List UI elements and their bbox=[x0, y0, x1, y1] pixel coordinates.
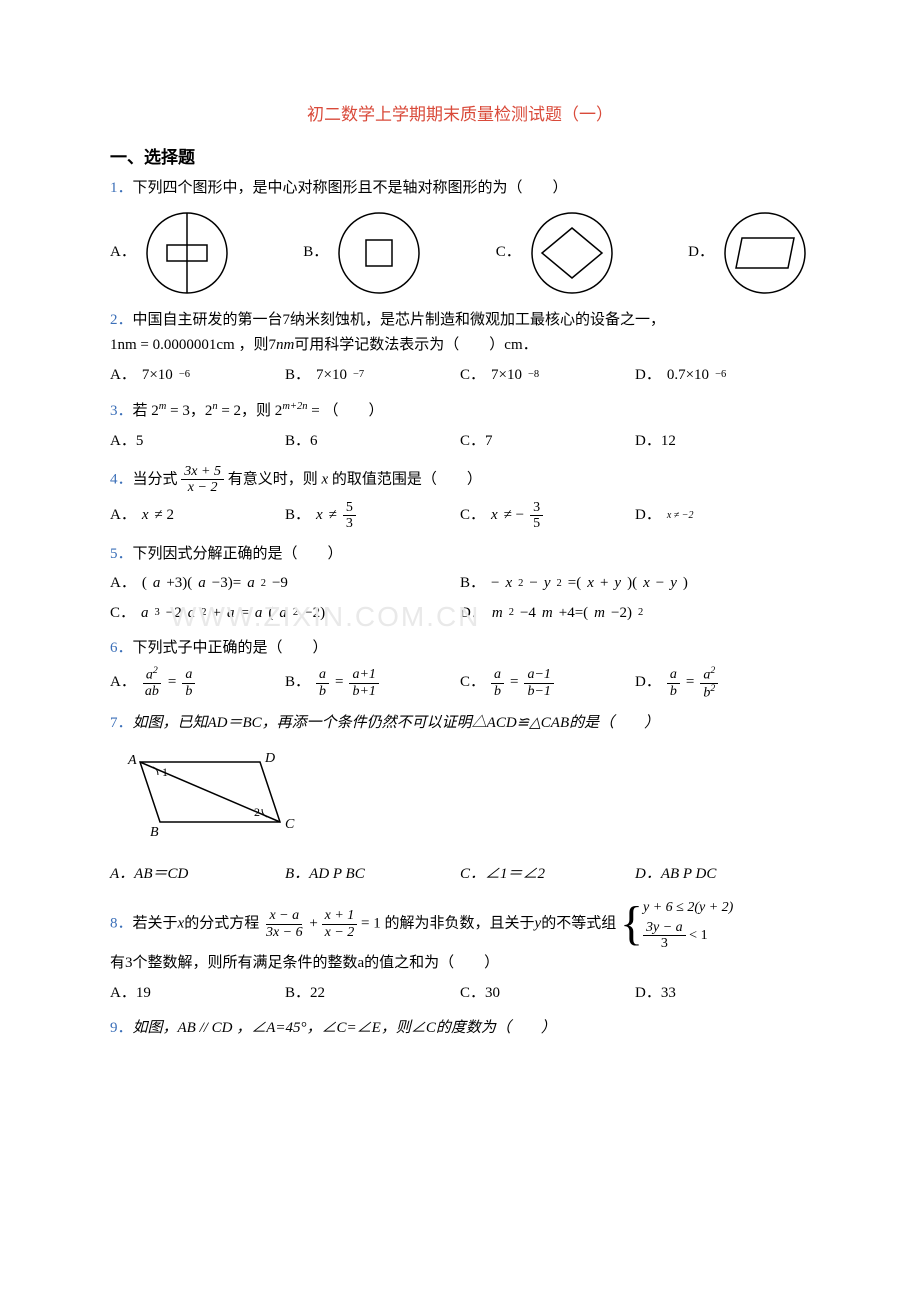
q4-opt-d: D．x ≠ −2 bbox=[635, 503, 810, 529]
q1-opt-b: B． bbox=[303, 208, 424, 298]
q2-opt-b: B．7×10−7 bbox=[285, 363, 460, 389]
q6-text: 下列式子中正确的是（ ） bbox=[133, 640, 328, 656]
q5-options-row2: C．a3−2a2+a=a(a2−2) D．m2−4m+4=(m−2)2 WWW.… bbox=[110, 601, 810, 627]
q7-opt-c: C．∠1＝∠2 bbox=[460, 862, 635, 888]
question-3: 3．若 2m = 3，2n = 2，则 2m+2n = （ ） A．5 B．6 … bbox=[110, 398, 810, 454]
q8-options: A．19 B．22 C．30 D．33 bbox=[110, 981, 810, 1007]
q6-opt-b: B．ab = a+1b+1 bbox=[285, 667, 460, 699]
q3-number: 3． bbox=[110, 403, 133, 419]
q2-line2-pre: 1nm = 0.0000001cm ，则7 bbox=[110, 337, 276, 353]
section-heading: 一、选择题 bbox=[110, 143, 810, 168]
q8-number: 8． bbox=[110, 916, 133, 932]
q8-line2: 有3个整数解，则所有满足条件的整数a的值之和为（ ） bbox=[110, 955, 499, 971]
q1-opt-d: D． bbox=[688, 208, 810, 298]
q6-opt-c: C．ab = a−1b−1 bbox=[460, 667, 635, 699]
q6-options: A．a2ab = ab B．ab = a+1b+1 C．ab = a−1b−1 … bbox=[110, 666, 810, 701]
q7-opt-a: A．AB＝CD bbox=[110, 862, 285, 888]
q5-text: 下列因式分解正确的是（ ） bbox=[133, 546, 343, 562]
q5-opt-c: C．a3−2a2+a=a(a2−2) bbox=[110, 601, 460, 627]
q2-number: 2． bbox=[110, 312, 133, 328]
q7-opt-b: B．AD P BC bbox=[285, 862, 460, 888]
q1-opt-a: A． bbox=[110, 208, 232, 298]
question-1: 1．下列四个图形中，是中心对称图形且不是轴对称图形的为（ ） A． B． C． bbox=[110, 176, 810, 298]
q5-number: 5． bbox=[110, 546, 133, 562]
q7-text: 如图，已知AD＝BC，再添一个条件仍然不可以证明△ACD≌△CAB的是（ ） bbox=[133, 715, 660, 731]
q5-opt-d: D．m2−4m+4=(m−2)2 bbox=[460, 601, 810, 627]
q2-opt-a: A．7×10−6 bbox=[110, 363, 285, 389]
q1-shapes: A． B． C． D． bbox=[110, 208, 810, 298]
q1-number: 1． bbox=[110, 180, 133, 196]
q4-number: 4． bbox=[110, 471, 133, 487]
question-4: 4．当分式 3x + 5 x − 2 有意义时，则 x 的取值范围是（ ） A．… bbox=[110, 464, 810, 532]
shape-c-icon bbox=[527, 208, 617, 298]
q6-opt-a: A．a2ab = ab bbox=[110, 666, 285, 699]
q2-options: A．7×10−6 B．7×10−7 C．7×10−8 D．0.7×10−6 bbox=[110, 363, 810, 389]
q4-fraction: 3x + 5 x − 2 bbox=[181, 464, 224, 496]
exam-title: 初二数学上学期期末质量检测试题（一） bbox=[110, 100, 810, 125]
svg-text:C: C bbox=[285, 817, 295, 832]
q2-opt-d: D．0.7×10−6 bbox=[635, 363, 810, 389]
shape-d-icon bbox=[720, 208, 810, 298]
q3-opt-c: C．7 bbox=[460, 429, 635, 455]
q5-opt-a: A．(a+3)(a−3)=a2−9 bbox=[110, 571, 460, 597]
q6-number: 6． bbox=[110, 640, 133, 656]
q8-opt-c: C．30 bbox=[460, 981, 635, 1007]
q9-number: 9． bbox=[110, 1020, 133, 1036]
q3-opt-a: A．5 bbox=[110, 429, 285, 455]
q4-options: A．x ≠ 2 B．x ≠ 53 C．x ≠ −35 D．x ≠ −2 bbox=[110, 500, 810, 532]
q7-options: A．AB＝CD B．AD P BC C．∠1＝∠2 D．AB P DC bbox=[110, 862, 810, 888]
q8-opt-a: A．19 bbox=[110, 981, 285, 1007]
q4-opt-b: B．x ≠ 53 bbox=[285, 500, 460, 532]
question-2: 2．中国自主研发的第一台7纳米刻蚀机，是芯片制造和微观加工最核心的设备之一， 1… bbox=[110, 308, 810, 389]
q5-opt-b: B．−x2−y2=(x+y)(x−y) bbox=[460, 571, 810, 597]
parallelogram-icon: A D B C 1 2 bbox=[110, 742, 310, 842]
q8-opt-d: D．33 bbox=[635, 981, 810, 1007]
q5-options-row1: A．(a+3)(a−3)=a2−9 B．−x2−y2=(x+y)(x−y) bbox=[110, 571, 810, 597]
q7-number: 7． bbox=[110, 715, 133, 731]
q4-opt-c: C．x ≠ −35 bbox=[460, 500, 635, 532]
question-5: 5．下列因式分解正确的是（ ） A．(a+3)(a−3)=a2−9 B．−x2−… bbox=[110, 542, 810, 627]
q3-opt-b: B．6 bbox=[285, 429, 460, 455]
q9-text: 如图，AB // CD ，∠A=45°，∠C=∠E，则∠C的度数为（ ） bbox=[133, 1020, 556, 1036]
question-6: 6．下列式子中正确的是（ ） A．a2ab = ab B．ab = a+1b+1… bbox=[110, 636, 810, 701]
svg-text:D: D bbox=[264, 751, 275, 766]
q6-opt-d: D．ab = a2b2 bbox=[635, 666, 810, 701]
q8-system: { y + 6 ≤ 2(y + 2) 3y − a3 < 1 bbox=[620, 897, 733, 951]
shape-a-icon bbox=[142, 208, 232, 298]
svg-text:1: 1 bbox=[162, 765, 168, 779]
q1-text: 下列四个图形中，是中心对称图形且不是轴对称图形的为（ ） bbox=[133, 180, 568, 196]
q7-opt-d: D．AB P DC bbox=[635, 862, 810, 888]
q7-diagram: A D B C 1 2 bbox=[110, 742, 810, 852]
q4-opt-a: A．x ≠ 2 bbox=[110, 503, 285, 529]
question-7: 7．如图，已知AD＝BC，再添一个条件仍然不可以证明△ACD≌△CAB的是（ ）… bbox=[110, 711, 810, 888]
q3-options: A．5 B．6 C．7 D．12 bbox=[110, 429, 810, 455]
q8-opt-b: B．22 bbox=[285, 981, 460, 1007]
shape-b-icon bbox=[334, 208, 424, 298]
svg-text:B: B bbox=[150, 825, 159, 840]
q3-opt-d: D．12 bbox=[635, 429, 810, 455]
q2-line1: 中国自主研发的第一台7纳米刻蚀机，是芯片制造和微观加工最核心的设备之一， bbox=[133, 312, 666, 328]
svg-text:A: A bbox=[127, 753, 137, 768]
q1-opt-c: C． bbox=[496, 208, 617, 298]
svg-text:2: 2 bbox=[254, 805, 260, 819]
q2-opt-c: C．7×10−8 bbox=[460, 363, 635, 389]
question-9: 9．如图，AB // CD ，∠A=45°，∠C=∠E，则∠C的度数为（ ） bbox=[110, 1016, 810, 1042]
question-8: 8．若关于x的分式方程 x − a3x − 6 + x + 1x − 2 = 1… bbox=[110, 897, 810, 1006]
